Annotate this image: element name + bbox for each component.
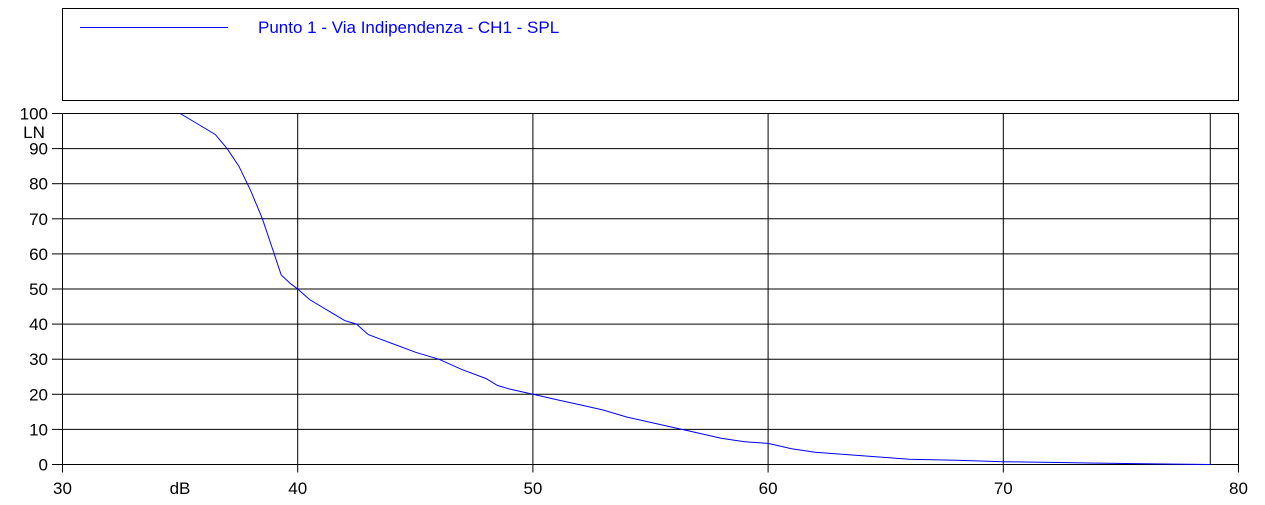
y-axis-label: LN <box>23 123 45 142</box>
y-tick-label: 80 <box>29 175 48 194</box>
x-tick-label: 80 <box>1229 479 1248 498</box>
x-tick-label: 70 <box>994 479 1013 498</box>
y-tick-label: 60 <box>29 245 48 264</box>
y-tick-label: 20 <box>29 385 48 404</box>
x-tick-label: 60 <box>759 479 778 498</box>
x-tick-label: 30 <box>53 479 72 498</box>
y-tick-label: 10 <box>29 420 48 439</box>
y-tick-label: 100 <box>20 105 48 124</box>
y-tick-label: 50 <box>29 280 48 299</box>
x-axis-label: dB <box>170 479 191 498</box>
legend-label: Punto 1 - Via Indipendenza - CH1 - SPL <box>258 18 559 37</box>
series-line <box>179 113 1211 465</box>
y-tick-label: 30 <box>29 350 48 369</box>
legend-box <box>62 8 1239 101</box>
y-tick-label: 90 <box>29 140 48 159</box>
y-tick-label: 40 <box>29 315 48 334</box>
y-tick-label: 0 <box>39 456 48 475</box>
x-tick-label: 40 <box>288 479 307 498</box>
y-tick-label: 70 <box>29 210 48 229</box>
x-tick-label: 50 <box>523 479 542 498</box>
